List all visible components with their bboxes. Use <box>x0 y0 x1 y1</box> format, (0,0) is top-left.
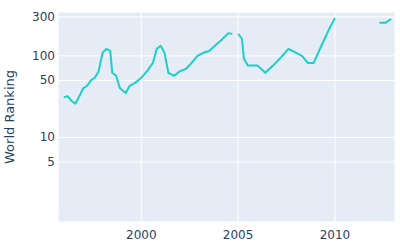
plot-area <box>64 18 391 103</box>
y-axis-title: World Ranking <box>2 70 17 164</box>
y-tick-label: 100 <box>32 49 55 63</box>
y-grid-line <box>58 80 395 81</box>
x-tick-label: 2010 <box>320 228 351 242</box>
y-tick-label: 10 <box>40 130 55 144</box>
y-grid-line <box>58 137 395 138</box>
y-grid-line <box>58 55 395 56</box>
y-grid-line <box>58 162 395 163</box>
series-line <box>64 18 391 103</box>
y-tick-label: 5 <box>47 155 55 169</box>
x-grid-line <box>238 12 239 222</box>
y-tick-label: 300 <box>32 10 55 24</box>
y-grid-line <box>58 16 395 17</box>
y-tick-label: 50 <box>40 73 55 87</box>
plot-background <box>58 12 395 222</box>
x-grid-line <box>141 12 142 222</box>
x-tick-label: 2005 <box>223 228 254 242</box>
plot-frame <box>58 12 395 222</box>
x-grid-line <box>334 12 335 222</box>
x-tick-label: 2000 <box>126 228 157 242</box>
chart: 5 10 50 100 300 2000 2005 2010 World Ranking <box>0 0 400 250</box>
